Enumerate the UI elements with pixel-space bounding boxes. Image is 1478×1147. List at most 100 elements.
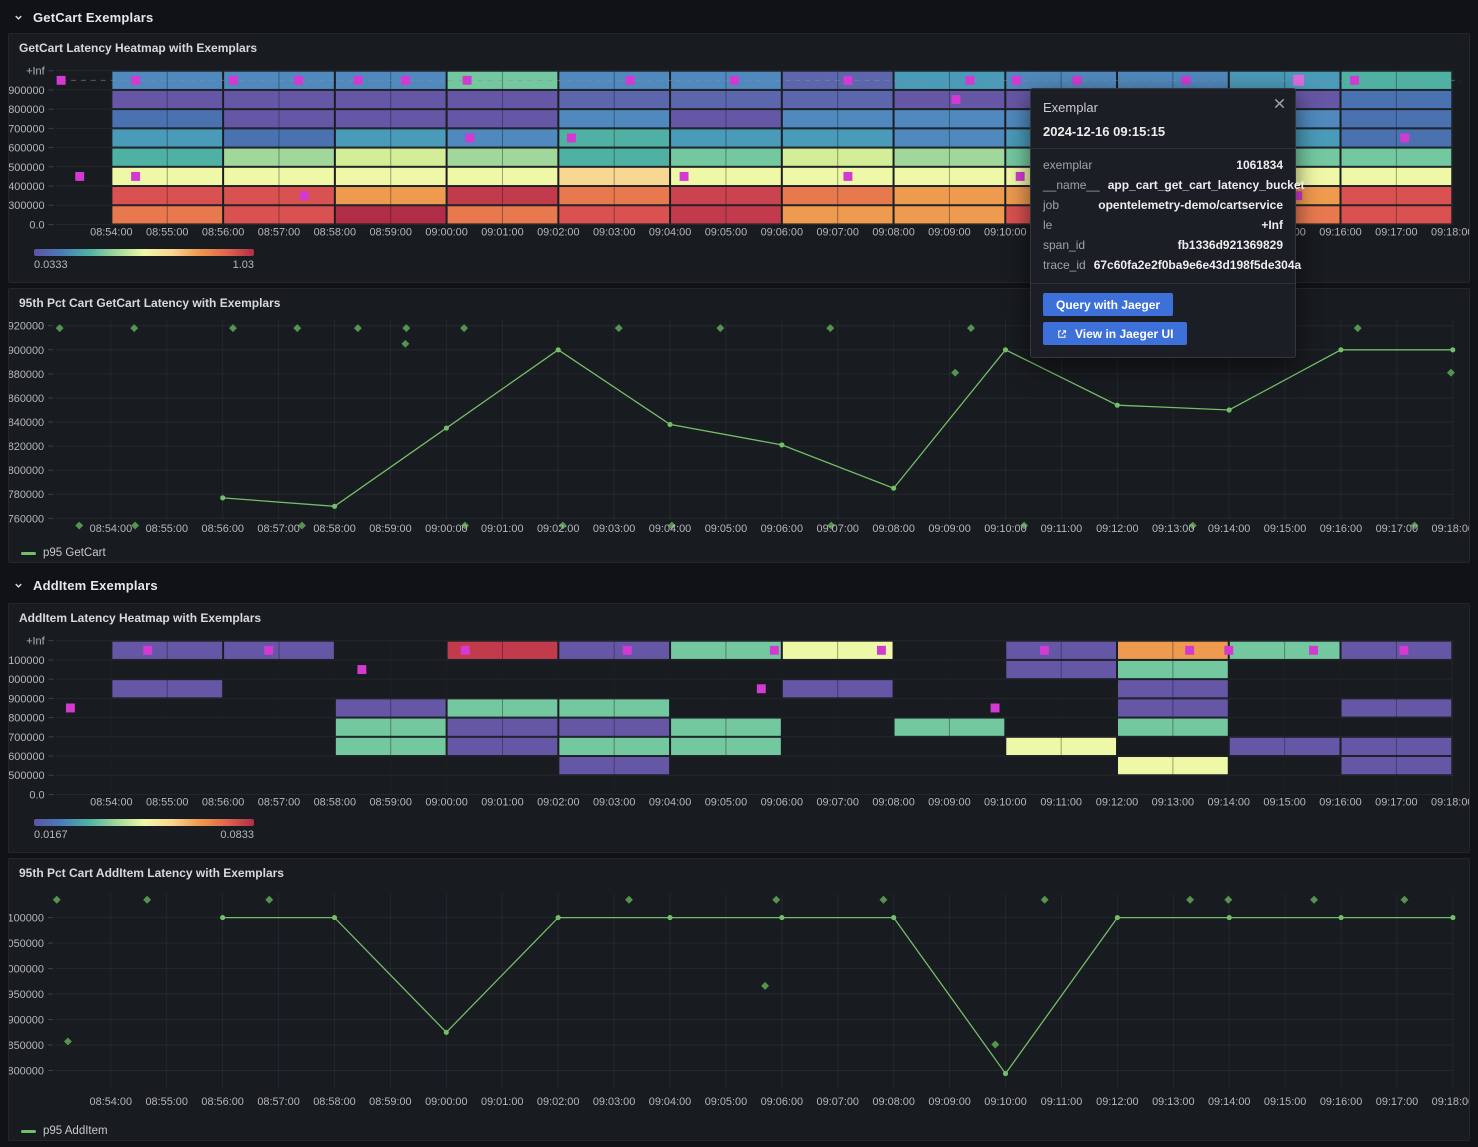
heatmap-cell[interactable] [1118, 680, 1228, 698]
heatmap-cell[interactable] [1118, 699, 1228, 717]
exemplar-diamond[interactable] [667, 521, 676, 530]
heatmap-cell[interactable] [671, 206, 781, 224]
data-point[interactable] [1450, 347, 1456, 353]
heatmap-cell[interactable] [559, 148, 670, 166]
heatmap-cell[interactable] [224, 129, 334, 147]
heatmap-cell[interactable] [1118, 718, 1228, 736]
heatmap-cell[interactable] [335, 206, 446, 224]
exemplar-diamond[interactable] [879, 895, 888, 904]
data-point[interactable] [220, 915, 226, 921]
heatmap-cell[interactable] [447, 129, 558, 147]
exemplar-diamond[interactable] [772, 895, 781, 904]
heatmap-cell[interactable] [1341, 206, 1452, 224]
exemplar-marker[interactable] [566, 133, 576, 143]
data-point[interactable] [1226, 407, 1232, 413]
exemplar-marker[interactable] [1400, 133, 1410, 143]
heatmap-cell[interactable] [559, 110, 670, 128]
exemplar-diamond[interactable] [265, 895, 274, 904]
heatmap-cell[interactable] [782, 129, 893, 147]
series-line[interactable] [222, 348, 1453, 507]
exemplar-diamond[interactable] [1446, 368, 1455, 377]
exemplar-diamond[interactable] [131, 521, 140, 530]
heatmap-cell[interactable] [559, 129, 670, 147]
heatmap-cell[interactable] [1118, 757, 1228, 775]
heatmap-cell[interactable] [1341, 737, 1452, 756]
heatmap-cell[interactable] [782, 90, 893, 109]
heatmap-cell[interactable] [1006, 71, 1117, 89]
series-line[interactable] [222, 916, 1453, 1075]
heatmap-cell[interactable] [335, 737, 446, 756]
exemplar-marker[interactable] [1399, 645, 1409, 655]
exemplar-marker[interactable] [965, 75, 975, 85]
data-point[interactable] [331, 915, 338, 921]
heatmap-cell[interactable] [782, 680, 893, 698]
data-point[interactable] [667, 421, 673, 428]
exemplar-diamond[interactable] [1186, 895, 1195, 904]
heatmap-cell[interactable] [894, 148, 1005, 166]
data-point[interactable] [891, 915, 897, 921]
heatmap-cell[interactable] [447, 187, 558, 205]
data-point[interactable] [555, 347, 561, 353]
heatmap-cell[interactable] [559, 737, 670, 756]
data-point[interactable] [555, 915, 561, 921]
data-point[interactable] [667, 915, 673, 921]
heatmap-cell[interactable] [224, 71, 334, 89]
exemplar-marker[interactable] [143, 645, 153, 655]
data-point[interactable] [779, 442, 785, 448]
heatmap-cell[interactable] [1341, 167, 1452, 186]
heatmap-cell[interactable] [447, 148, 558, 166]
heatmap-cell[interactable] [335, 110, 446, 128]
heatmap-cell[interactable] [894, 129, 1005, 147]
exemplar-diamond[interactable] [716, 324, 725, 333]
data-point[interactable] [779, 915, 785, 921]
data-point[interactable] [1226, 915, 1232, 921]
exemplar-diamond[interactable] [1188, 521, 1197, 530]
exemplar-marker[interactable] [75, 171, 85, 181]
heatmap-cell[interactable] [559, 757, 670, 775]
exemplar-marker[interactable] [357, 665, 367, 674]
exemplar-marker[interactable] [1224, 645, 1234, 655]
exemplar-diamond[interactable] [297, 521, 306, 530]
legend-p95-getcart[interactable]: p95 GetCart [21, 547, 106, 559]
heatmap-cell[interactable] [1006, 660, 1117, 679]
heatmap-cell[interactable] [224, 641, 334, 659]
row-header-additem[interactable]: AddItem Exemplars [8, 574, 158, 596]
heatmap-cell[interactable] [671, 148, 781, 166]
exemplar-marker[interactable] [990, 703, 1000, 713]
heatmap-cell[interactable] [112, 206, 223, 224]
heatmap-cell[interactable] [447, 167, 558, 186]
row-header-getcart[interactable]: GetCart Exemplars [8, 6, 153, 28]
heatmap-cell[interactable] [782, 206, 893, 224]
heatmap-cell[interactable] [894, 71, 1005, 89]
exemplar-diamond[interactable] [1224, 895, 1233, 904]
data-point[interactable] [220, 495, 226, 501]
heatmap-cell[interactable] [1341, 71, 1452, 89]
heatmap-cell[interactable] [559, 90, 670, 109]
heatmap-cell[interactable] [559, 206, 670, 224]
exemplar-marker[interactable] [843, 171, 853, 181]
exemplar-diamond[interactable] [951, 368, 960, 377]
exemplar-marker[interactable] [56, 75, 66, 85]
exemplar-diamond[interactable] [1020, 521, 1029, 530]
exemplar-marker[interactable] [294, 75, 304, 85]
exemplar-diamond[interactable] [991, 1040, 1000, 1049]
exemplar-marker[interactable] [876, 645, 886, 655]
exemplar-marker[interactable] [625, 75, 635, 85]
exemplar-diamond[interactable] [625, 895, 633, 904]
heatmap-cell[interactable] [671, 718, 781, 736]
exemplar-diamond[interactable] [143, 895, 152, 904]
exemplar-marker[interactable] [460, 645, 470, 655]
heatmap-cell[interactable] [224, 90, 334, 109]
heatmap-cell[interactable] [894, 167, 1005, 186]
heatmap-cell[interactable] [1118, 641, 1228, 659]
heatmap-cell[interactable] [894, 187, 1005, 205]
heatmap-cell[interactable] [112, 90, 223, 109]
view-in-jaeger-ui-button[interactable]: View in Jaeger UI [1043, 322, 1187, 345]
heatmap-cell[interactable] [1229, 737, 1340, 756]
exemplar-marker[interactable] [843, 75, 853, 85]
heatmap-cell[interactable] [224, 110, 334, 128]
heatmap-cell[interactable] [782, 167, 893, 186]
heatmap-cell[interactable] [447, 718, 558, 736]
